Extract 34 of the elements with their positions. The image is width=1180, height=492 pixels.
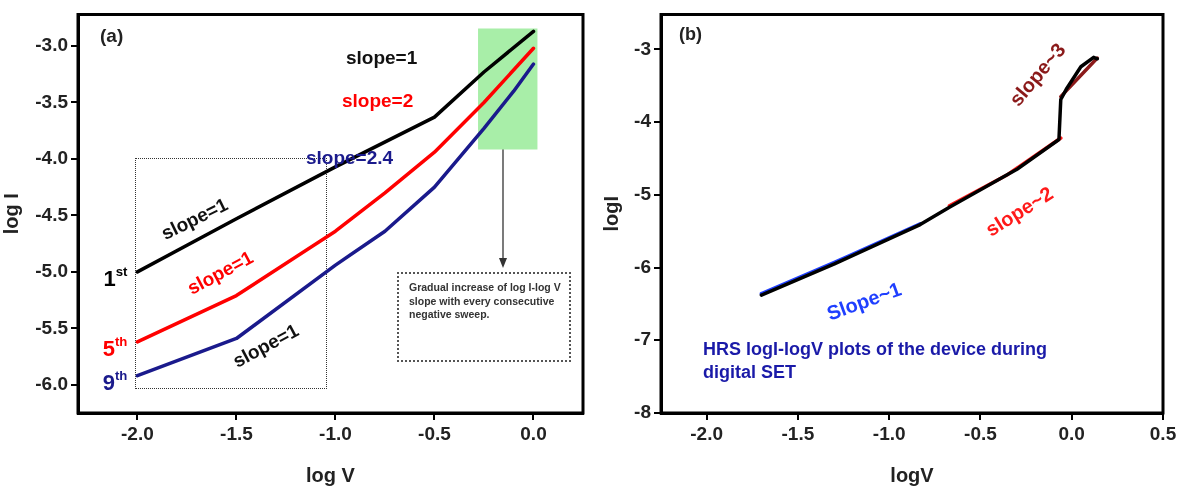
y-tick-label: -3.5 [35, 90, 69, 112]
x-tick-label: -0.5 [964, 422, 998, 444]
x-tick-label: -1.5 [781, 422, 815, 444]
x-tick-label: -2.0 [121, 422, 154, 444]
annotation: (b) [679, 24, 702, 45]
y-tick-label: -6 [634, 255, 651, 277]
x-tick-label: -0.5 [418, 422, 452, 444]
annotation: slope=2 [342, 90, 414, 112]
y-axis-title: log I [0, 193, 22, 235]
y-tick-label: -6.0 [35, 373, 68, 394]
y-tick-label: -8 [634, 401, 651, 423]
x-tick-label: -2.0 [690, 422, 724, 444]
x-tick-label: 0.5 [1149, 422, 1177, 444]
y-tick-label: -7 [634, 328, 651, 350]
x-tick-label: 0.0 [520, 422, 547, 444]
y-tick-label: -3.0 [35, 34, 68, 56]
x-tick-label: -1.5 [220, 422, 254, 444]
y-tick-label: -5.5 [35, 316, 69, 338]
y-tick-label: -4 [634, 110, 652, 132]
y-tick-label: -4.5 [35, 203, 69, 225]
y-tick-label: -4.0 [35, 147, 68, 169]
annotation: slope=1 [346, 47, 418, 69]
annotation: Gradual increase of log I-log V slope with every consecutive negative sweep. [397, 272, 571, 362]
y-tick-label: -5.0 [35, 260, 68, 282]
x-tick-label: 0.0 [1058, 422, 1085, 444]
y-axis-title: logI [599, 195, 622, 232]
annotation: HRS logI-logV plots of the device during digital SET [703, 338, 1048, 385]
y-tick-label: -5 [634, 183, 652, 205]
x-tick-label: -1.0 [319, 422, 352, 444]
x-tick-label: -1.0 [872, 422, 906, 444]
x-axis-title: logV [890, 463, 935, 486]
x-axis-title: log V [306, 463, 356, 486]
y-tick-label: -3 [634, 37, 651, 59]
annotation: (a) [100, 25, 124, 47]
